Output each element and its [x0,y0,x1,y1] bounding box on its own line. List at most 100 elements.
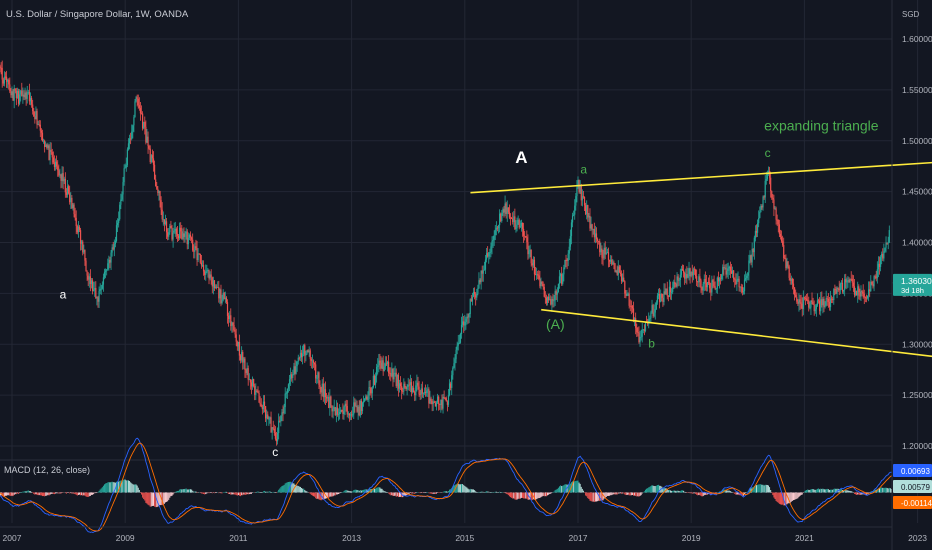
macd-histogram-bar [146,492,148,504]
macd-histogram-bar [579,483,581,493]
candle-body [398,383,401,389]
candle-body [145,126,147,143]
candle-body [85,260,87,272]
macd-histogram-bar [456,483,458,493]
candle-body [73,204,75,215]
candle-body [192,239,194,251]
macd-histogram-bar [0,492,1,496]
candle-body [740,286,742,288]
candle-body [200,262,202,266]
macd-histogram-bar [232,492,234,495]
candle-body [465,318,467,322]
candle-body [851,278,853,283]
macd-histogram-bar [126,480,128,493]
macd-histogram-bar [168,492,170,500]
candle-body [174,228,176,231]
candle-body [19,94,21,104]
candle-body [669,286,672,293]
candle-body [82,241,84,253]
macd-histogram-bar [335,492,337,495]
macd-histogram-bar [102,485,104,493]
candle-body [654,309,656,313]
candle-body [685,274,687,279]
macd-histogram-bar [591,492,593,502]
candle-body [201,265,204,266]
candle-body [161,209,163,220]
macd-histogram-bar [404,492,406,496]
macd-histogram-bar [622,492,624,494]
candle-body [108,259,110,264]
macd-histogram-bar [811,488,813,493]
trendlines[interactable] [470,141,932,385]
candle-body [305,354,307,356]
macd-histogram-bar [414,492,416,494]
currency-label[interactable]: SGD [902,10,920,19]
macd-histogram-bar [73,492,75,494]
candle-body [771,191,773,198]
candle-body [504,203,506,213]
macd-histogram-bar [392,492,394,497]
macd-histogram-bar [573,481,575,493]
macd-histogram-bar [735,492,737,495]
macd-histogram-bar [658,484,660,493]
macd-histogram-bar [121,480,123,493]
candle-body [297,357,299,362]
candle-body [260,404,262,407]
macd-histogram-bar [851,491,853,493]
candle-body [142,113,144,129]
candle-body [850,278,852,280]
candle-body [205,271,207,275]
candle-body [35,111,37,120]
macd-histogram-bar [294,484,296,493]
x-tick-label: 2011 [229,533,248,543]
macd-histogram-bar [59,492,61,494]
candle-body [452,367,454,376]
macd-histogram-bar [467,488,469,493]
macd-histogram-bar [347,490,349,493]
candle-body [416,382,418,386]
macd-histogram-bar [98,490,100,493]
candle-body [12,91,14,101]
candle-body [124,167,126,169]
macd-histogram-bar [554,490,556,493]
macd-histogram-bar [25,491,27,493]
time-axis[interactable]: 2007200920112013201520172019202120232025… [0,526,932,543]
price-axis[interactable]: 1.600001.550001.500001.450001.400001.350… [891,0,932,550]
macd-histogram-bar [690,492,692,494]
candle-body [13,88,15,101]
candle-body [404,383,406,388]
candle-body [860,290,862,297]
candle-body [290,374,292,380]
macd-pane[interactable] [0,437,892,533]
macd-histogram-bar [799,492,801,496]
candle-body [225,297,228,303]
macd-histogram-bar [3,492,5,497]
candle-body [254,385,256,395]
macd-histogram-bar [564,484,566,493]
candle-body [79,230,82,244]
macd-histogram-bar [572,481,574,493]
candle-body [628,293,630,306]
macd-histogram-bar [398,492,400,497]
macd-histogram-bar [67,492,69,493]
macd-histogram-bar [614,492,616,495]
macd-histogram-bar [732,492,734,493]
candle-body [544,296,546,298]
macd-histogram-bar [426,492,428,493]
macd-histogram-bar [661,486,663,493]
macd-histogram-bar [746,492,748,493]
candle-body [207,269,209,271]
candle-body [259,402,261,405]
candle-body [453,363,455,368]
macd-histogram-bar [670,490,672,493]
macd-histogram-bar [635,492,637,497]
macd-histogram-bar [377,487,379,493]
macd-histogram-bar [144,492,146,501]
candle-body [278,420,280,433]
price-pane[interactable] [0,60,932,446]
macd-histogram-bar [33,492,35,494]
macd-histogram-bar [850,491,852,493]
macd-histogram-bar [876,489,878,493]
